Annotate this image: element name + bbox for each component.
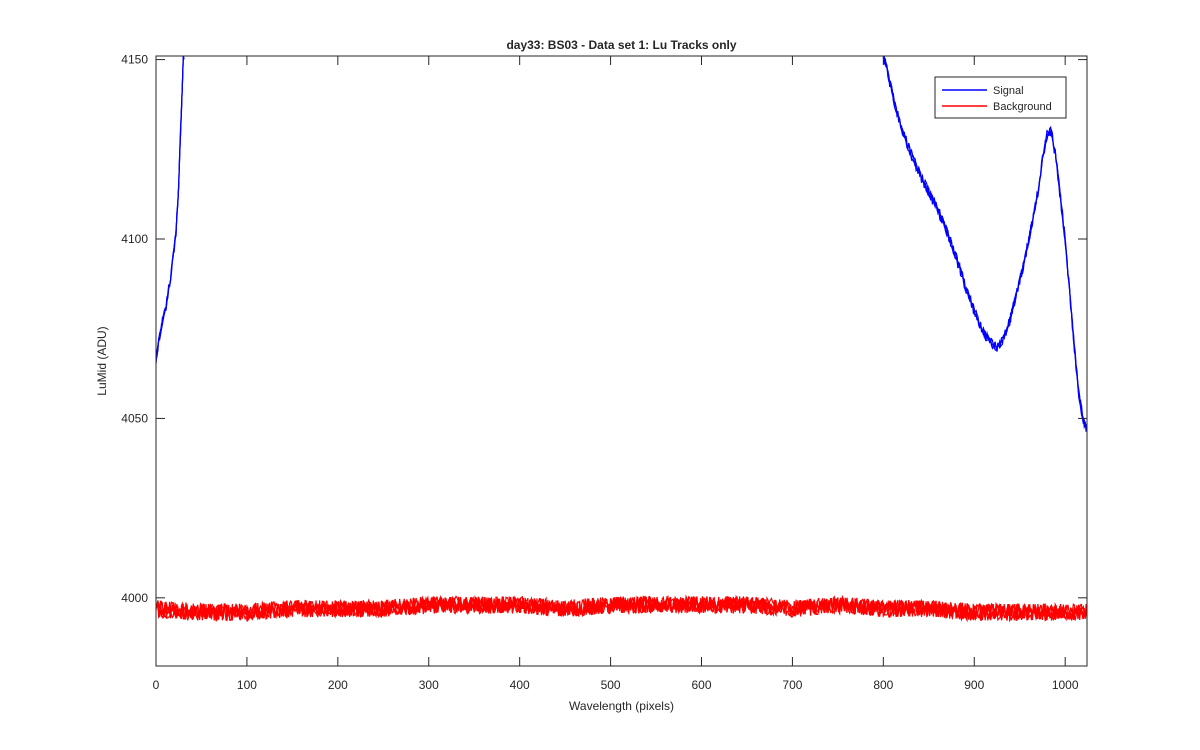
x-axis: 0 100 200 300 400 500 600 700 800 900 1000 xyxy=(153,56,1079,692)
chart-title: day33: BS03 - Data set 1: Lu Tracks only xyxy=(506,38,736,52)
series-layer xyxy=(156,56,1087,623)
plot-area xyxy=(156,56,1087,666)
x-tick-label: 400 xyxy=(510,678,530,692)
series-line-signal-seg0-trace2 xyxy=(156,56,184,362)
series-line-background-trace3 xyxy=(156,594,1087,622)
series-line-signal-seg1-trace2 xyxy=(882,56,1087,430)
x-tick-label: 700 xyxy=(782,678,802,692)
y-tick-label: 4150 xyxy=(121,53,148,67)
x-tick-label: 0 xyxy=(153,678,160,692)
legend-box xyxy=(934,76,1067,119)
y-axis: 4000 4050 4100 4150 xyxy=(121,53,1087,605)
x-axis-label: Wavelength (pixels) xyxy=(569,699,674,713)
y-tick-label: 4000 xyxy=(121,591,148,605)
y-axis-label: LuMid (ADU) xyxy=(95,326,109,395)
y-tick-label: 4050 xyxy=(121,411,148,425)
x-tick-label: 900 xyxy=(964,678,984,692)
x-tick-label: 600 xyxy=(691,678,711,692)
legend-label-background: Background xyxy=(993,101,1052,113)
x-tick-label: 200 xyxy=(328,678,348,692)
x-tick-label: 800 xyxy=(873,678,893,692)
legend: Signal Background xyxy=(934,76,1067,119)
x-tick-label: 500 xyxy=(601,678,621,692)
x-tick-label: 100 xyxy=(237,678,257,692)
legend-label-signal: Signal xyxy=(993,85,1024,97)
x-tick-label: 300 xyxy=(419,678,439,692)
y-tick-label: 4100 xyxy=(121,232,148,246)
axes-box xyxy=(155,55,1088,667)
x-tick-label: 1000 xyxy=(1052,678,1079,692)
